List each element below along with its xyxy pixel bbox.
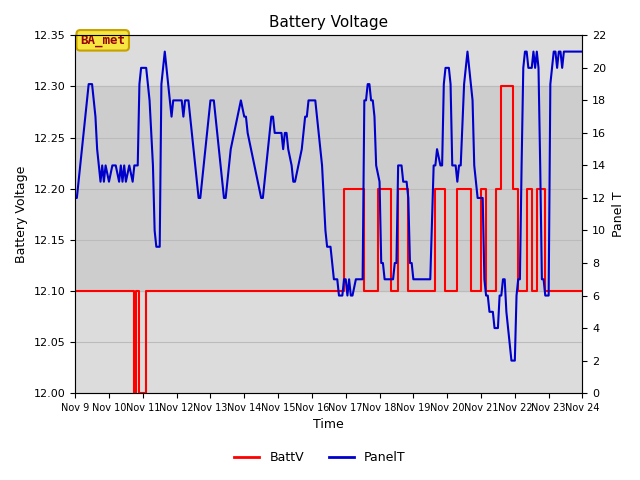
Y-axis label: Panel T: Panel T — [612, 192, 625, 237]
Text: BA_met: BA_met — [80, 34, 125, 47]
Legend: BattV, PanelT: BattV, PanelT — [229, 446, 411, 469]
Y-axis label: Battery Voltage: Battery Voltage — [15, 166, 28, 263]
X-axis label: Time: Time — [314, 419, 344, 432]
Bar — [75, 86, 582, 291]
Title: Battery Voltage: Battery Voltage — [269, 15, 388, 30]
